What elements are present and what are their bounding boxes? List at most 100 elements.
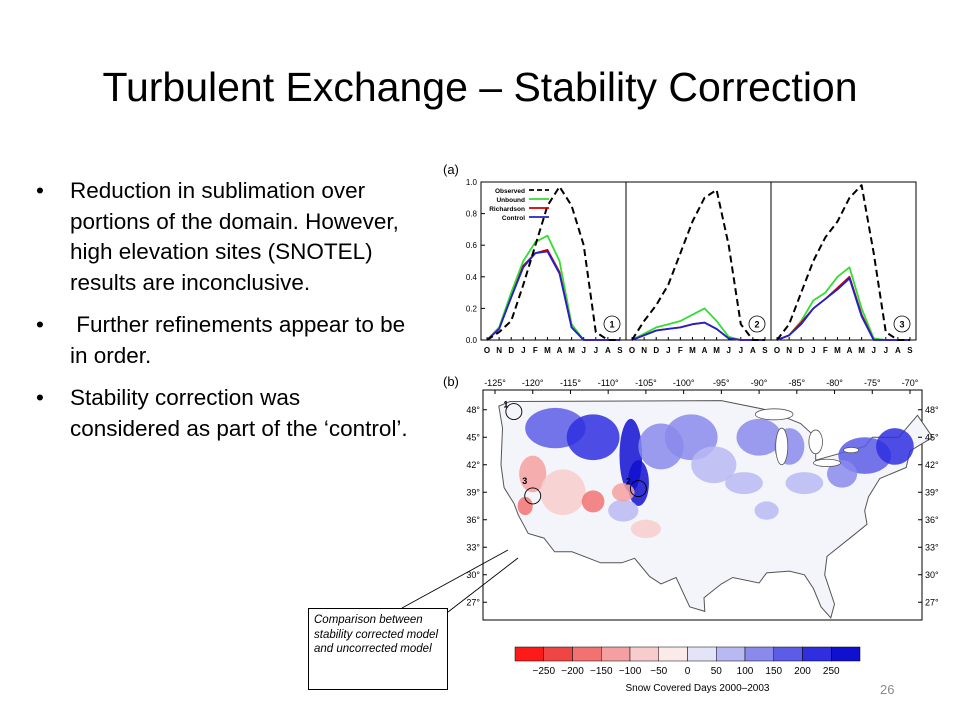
x-tick-label: D: [508, 346, 514, 355]
snow-difference-patch: [611, 483, 635, 502]
snow-difference-patch: [876, 428, 914, 465]
x-tick-label: N: [641, 346, 647, 355]
x-tick-label: A: [702, 346, 708, 355]
lat-tick-label: 39°: [925, 487, 939, 497]
lon-tick-label: -85°: [789, 378, 806, 388]
x-tick-label: J: [594, 346, 598, 355]
bullet-text: Reduction in sublimation over portions o…: [70, 178, 399, 295]
y-tick-label: 0.6: [466, 241, 478, 250]
colorbar-tick-label: −150: [590, 666, 613, 677]
x-tick-label: O: [774, 346, 780, 355]
snow-difference-patch: [608, 499, 639, 522]
x-tick-label: O: [484, 346, 490, 355]
map-site-circle: [524, 487, 542, 505]
x-tick-label: J: [811, 346, 815, 355]
x-tick-label: M: [713, 346, 720, 355]
x-tick-label: J: [521, 346, 525, 355]
colorbar-swatch: [601, 646, 631, 662]
snow-difference-patch: [736, 418, 782, 456]
colorbar-tick-label: −250: [532, 666, 555, 677]
x-tick-label: J: [871, 346, 875, 355]
lon-tick-label: -80°: [826, 378, 843, 388]
colorbar-swatch: [543, 646, 573, 662]
snow-difference-patch: [725, 472, 763, 495]
lon-tick-label: -110°: [598, 378, 619, 388]
legend-label: Unbound: [496, 197, 525, 204]
colorbar-tick-label: 100: [737, 666, 754, 677]
bullet-text: Further refinements appear to be in orde…: [70, 312, 412, 368]
lake-shape: [775, 427, 789, 466]
colorbar-tick-label: 150: [765, 666, 782, 677]
colorbar-tick-label: −200: [561, 666, 584, 677]
x-tick-label: F: [823, 346, 828, 355]
lat-tick-label: 30°: [925, 570, 939, 580]
x-tick-label: M: [544, 346, 551, 355]
panel-a-label: (a): [443, 162, 459, 177]
bullet-item: • Reduction in sublimation over portions …: [36, 176, 408, 298]
x-tick-label: M: [568, 346, 575, 355]
snow-difference-patch: [785, 472, 824, 495]
lat-tick-label: 48°: [925, 405, 939, 415]
x-tick-label: M: [689, 346, 696, 355]
callout-pointer: [447, 557, 519, 613]
legend-label: Observed: [495, 188, 525, 195]
colorbar-tick-label: 0: [685, 666, 691, 677]
lake-shape: [813, 458, 841, 467]
lat-tick-label: 45°: [466, 432, 480, 442]
lat-tick-label: 42°: [466, 460, 480, 470]
x-tick-label: J: [884, 346, 888, 355]
colorbar-swatch: [658, 646, 688, 662]
lat-tick-label: 33°: [466, 542, 480, 552]
lat-tick-label: 39°: [466, 487, 480, 497]
colorbar-tick-label: 250: [823, 666, 840, 677]
x-tick-label: A: [750, 346, 756, 355]
x-tick-label: A: [605, 346, 611, 355]
colorbar-swatch: [773, 646, 803, 662]
lon-tick-label: -120°: [522, 378, 544, 388]
colorbar-swatch: [831, 646, 861, 662]
series-line-control: [486, 250, 620, 341]
bullet-dot: •: [36, 178, 44, 203]
lon-tick-label: -125°: [484, 378, 506, 388]
colorbar-swatch: [629, 646, 659, 662]
snow-difference-patch: [627, 460, 649, 507]
series-line-control: [776, 277, 910, 341]
x-tick-label: J: [739, 346, 743, 355]
snow-difference-patch: [566, 414, 620, 461]
series-line-observed: [776, 184, 910, 341]
colorbar-tick-label: 50: [711, 666, 723, 677]
x-tick-label: O: [629, 346, 635, 355]
site-label: 1: [609, 320, 614, 330]
lon-tick-label: -75°: [864, 378, 881, 388]
callout-box: Comparison between stability corrected m…: [308, 608, 448, 690]
lat-tick-label: 48°: [466, 405, 480, 415]
bullet-list: • Reduction in sublimation over portions …: [36, 176, 408, 456]
map-site-label: 3: [522, 476, 527, 486]
bullet-text: Stability correction was considered as p…: [70, 385, 408, 441]
slide-title: Turbulent Exchange – Stability Correctio…: [102, 64, 858, 110]
lon-tick-label: -90°: [751, 378, 768, 388]
y-tick-label: 0.2: [466, 304, 478, 313]
site-label: 2: [754, 320, 759, 330]
x-tick-label: S: [617, 346, 623, 355]
y-tick-label: 1.0: [466, 178, 478, 187]
x-tick-label: A: [847, 346, 853, 355]
x-tick-label: D: [653, 346, 659, 355]
bullet-dot: •: [36, 385, 44, 410]
legend-label: Control: [502, 215, 525, 222]
callout-pointer: [401, 549, 509, 609]
site-marker: [893, 315, 911, 333]
x-tick-label: A: [557, 346, 563, 355]
lon-tick-label: -95°: [713, 378, 730, 388]
lat-tick-label: 33°: [925, 542, 939, 552]
x-tick-label: M: [834, 346, 841, 355]
series-line-richardson: [776, 275, 910, 341]
page-number: 26: [880, 682, 895, 697]
panel-a-frame: [480, 181, 917, 341]
x-tick-label: N: [786, 346, 792, 355]
bullet-dot: •: [36, 312, 44, 337]
colorbar-tick-label: 200: [794, 666, 811, 677]
x-tick-label: F: [533, 346, 538, 355]
snow-difference-patch: [691, 446, 737, 484]
panel-b-label: (b): [443, 374, 459, 389]
